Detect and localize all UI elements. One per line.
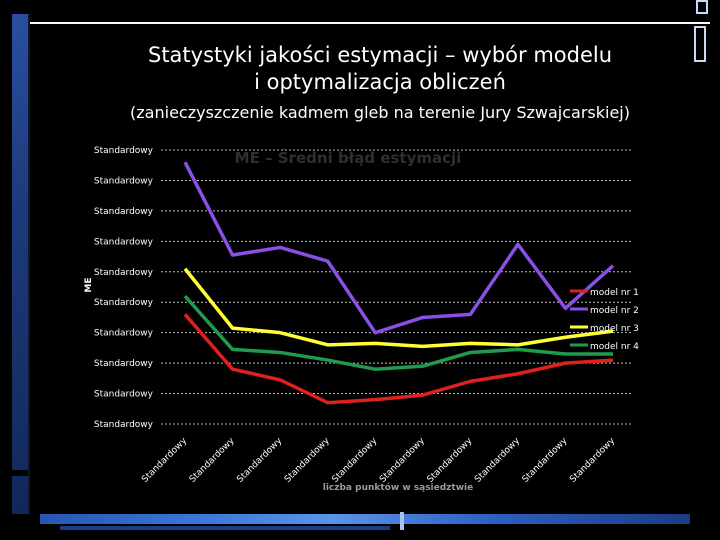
- y-tick-label: Standardowy: [94, 268, 154, 278]
- legend-label: model nr 4: [590, 342, 639, 352]
- left-decor-gap: [12, 470, 28, 476]
- bottom-decor-bar-thin: [60, 526, 390, 530]
- y-tick-label: Standardowy: [94, 298, 154, 308]
- corner-block: [694, 26, 706, 62]
- slide-title: Statystyki jakości estymacji – wybór mod…: [80, 42, 680, 96]
- y-tick-label: Standardowy: [94, 176, 154, 186]
- x-tick-label: Standardowy: [473, 436, 522, 485]
- y-tick-label: Standardowy: [94, 359, 154, 369]
- series-line-3: [183, 267, 614, 349]
- legend-label: model nr 3: [590, 324, 639, 334]
- x-axis-label: liczba punktów w sąsiedztwie: [323, 482, 473, 493]
- series-line-1: [183, 313, 614, 405]
- y-tick-label: Standardowy: [94, 237, 154, 247]
- x-tick-label: Standardowy: [235, 436, 284, 485]
- x-tick-label: Standardowy: [283, 436, 332, 485]
- y-tick-label: Standardowy: [94, 329, 154, 339]
- slide-title-line1: Statystyki jakości estymacji – wybór mod…: [147, 43, 613, 67]
- legend-label: model nr 1: [590, 288, 639, 298]
- series-line-2: [183, 161, 615, 335]
- chart-title: ME – Średni błąd estymacji: [235, 148, 462, 167]
- bottom-decor-bar: [40, 514, 690, 524]
- corner-decor: [690, 0, 720, 62]
- legend-label: model nr 2: [590, 306, 639, 316]
- y-tick-label: Standardowy: [94, 146, 154, 156]
- x-tick-label: Standardowy: [521, 436, 570, 485]
- slide-title-line2: i optymalizacja obliczeń: [254, 70, 506, 94]
- x-tick-label: Standardowy: [426, 436, 475, 485]
- y-tick-label: Standardowy: [94, 420, 154, 430]
- x-tick-label: Standardowy: [188, 436, 237, 485]
- y-axis-label: ME: [84, 277, 94, 292]
- x-tick-label: Standardowy: [140, 436, 189, 485]
- y-tick-label: Standardowy: [94, 207, 154, 217]
- left-decor-bar: [12, 14, 30, 514]
- x-tick-label: Standardowy: [330, 436, 379, 485]
- corner-block: [696, 0, 708, 14]
- series-line-4: [183, 294, 613, 371]
- x-tick-label: Standardowy: [568, 436, 617, 485]
- y-tick-label: Standardowy: [94, 390, 154, 400]
- top-rule: [30, 22, 710, 24]
- x-tick-label: Standardowy: [378, 436, 427, 485]
- slide-subtitle: (zanieczyszczenie kadmem gleb na terenie…: [130, 103, 630, 122]
- bottom-decor-tick: [400, 512, 404, 530]
